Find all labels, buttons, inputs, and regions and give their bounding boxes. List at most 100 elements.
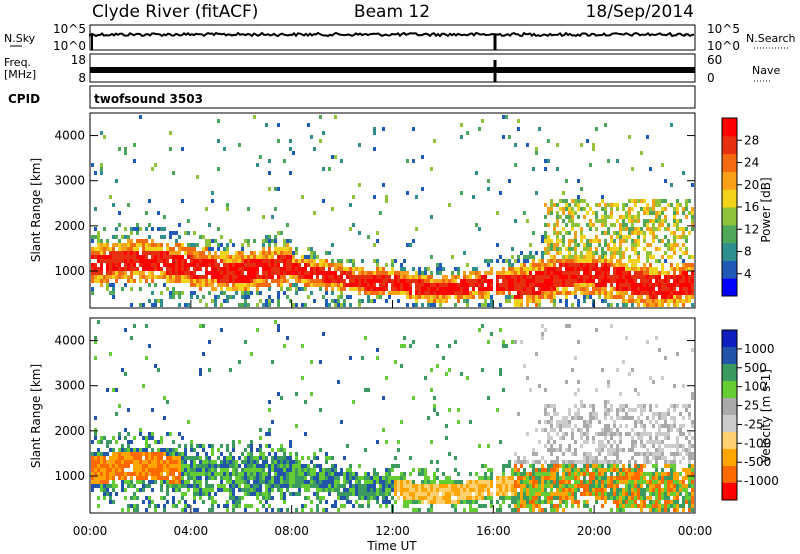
power-cell <box>496 275 499 279</box>
power-cell <box>190 271 193 275</box>
power-ytick-label: 1000 <box>54 264 85 278</box>
velocity-cell <box>526 488 529 492</box>
velocity-cell <box>127 480 130 484</box>
power-cell <box>367 299 370 303</box>
velocity-cell <box>565 488 568 492</box>
power-cell <box>136 259 139 263</box>
velocity-cell <box>136 476 139 480</box>
velocity-cell <box>310 360 313 364</box>
power-cell <box>658 291 661 295</box>
power-cell <box>358 283 361 287</box>
velocity-cell <box>625 412 628 416</box>
velocity-cell <box>409 480 412 484</box>
power-cell <box>595 275 598 279</box>
power-cell <box>496 271 499 275</box>
velocity-cell <box>109 440 112 444</box>
velocity-cell <box>532 500 535 504</box>
power-cell <box>679 235 682 239</box>
power-cell <box>178 259 181 263</box>
power-cell <box>379 275 382 279</box>
velocity-cell <box>148 504 151 508</box>
power-cell <box>688 255 691 259</box>
power-cell <box>325 291 328 295</box>
velocity-cell <box>646 460 649 464</box>
power-cell <box>385 283 388 287</box>
velocity-cell <box>475 496 478 500</box>
velocity-cell <box>376 472 379 476</box>
power-cell <box>292 255 295 259</box>
power-cell <box>136 231 139 235</box>
velocity-cell <box>445 372 448 376</box>
power-cell <box>640 199 643 203</box>
power-cell <box>202 263 205 267</box>
power-cell <box>175 275 178 279</box>
velocity-cell <box>196 484 199 488</box>
velocity-cell <box>151 476 154 480</box>
velocity-cell <box>640 412 643 416</box>
power-cell <box>661 239 664 243</box>
power-cell <box>451 255 454 259</box>
velocity-cell <box>253 464 256 468</box>
power-cell <box>106 255 109 259</box>
power-cell <box>139 287 142 291</box>
velocity-cell <box>490 496 493 500</box>
power-cell <box>406 287 409 291</box>
velocity-cell <box>514 504 517 508</box>
power-cell <box>673 251 676 255</box>
velocity-cell <box>520 504 523 508</box>
velocity-cell <box>571 468 574 472</box>
velocity-cell <box>382 480 385 484</box>
velocity-cell <box>577 380 580 384</box>
velocity-cell <box>469 500 472 504</box>
velocity-cell <box>103 456 106 460</box>
velocity-cell <box>358 504 361 508</box>
power-cell <box>502 115 505 119</box>
power-cell <box>247 291 250 295</box>
velocity-cell <box>415 508 418 512</box>
power-cell <box>217 247 220 251</box>
power-cell <box>664 179 667 183</box>
velocity-cell <box>202 500 205 504</box>
power-cell <box>265 271 268 275</box>
power-cell <box>313 251 316 255</box>
power-cell <box>406 279 409 283</box>
power-cell <box>268 255 271 259</box>
velocity-cell <box>265 480 268 484</box>
power-cell <box>547 279 550 283</box>
power-cell <box>499 191 502 195</box>
power-cell <box>91 267 94 271</box>
power-cell <box>445 283 448 287</box>
velocity-cell <box>544 328 547 332</box>
velocity-cell <box>643 444 646 448</box>
power-cell <box>292 259 295 263</box>
power-cell <box>94 171 97 175</box>
power-cell <box>229 239 232 243</box>
power-cell <box>607 159 610 163</box>
velocity-cell <box>478 504 481 508</box>
velocity-cell <box>214 464 217 468</box>
velocity-cell <box>649 496 652 500</box>
power-cell <box>319 287 322 291</box>
power-cell <box>598 243 601 247</box>
power-cell <box>505 287 508 291</box>
velocity-cell <box>457 496 460 500</box>
power-cell <box>670 287 673 291</box>
velocity-cell <box>475 508 478 512</box>
power-cell <box>340 295 343 299</box>
power-cell <box>469 279 472 283</box>
power-cell <box>685 275 688 279</box>
velocity-cell <box>622 472 625 476</box>
power-cell <box>562 283 565 287</box>
power-cell <box>547 283 550 287</box>
power-cell <box>553 303 556 307</box>
power-cell <box>475 283 478 287</box>
power-colorbar-segment <box>722 135 737 155</box>
power-cell <box>637 295 640 299</box>
power-cell <box>529 243 532 247</box>
velocity-cell <box>151 488 154 492</box>
velocity-cell <box>130 504 133 508</box>
power-cell <box>148 223 151 227</box>
power-cell <box>490 271 493 275</box>
velocity-cell <box>250 468 253 472</box>
velocity-cell <box>616 464 619 468</box>
